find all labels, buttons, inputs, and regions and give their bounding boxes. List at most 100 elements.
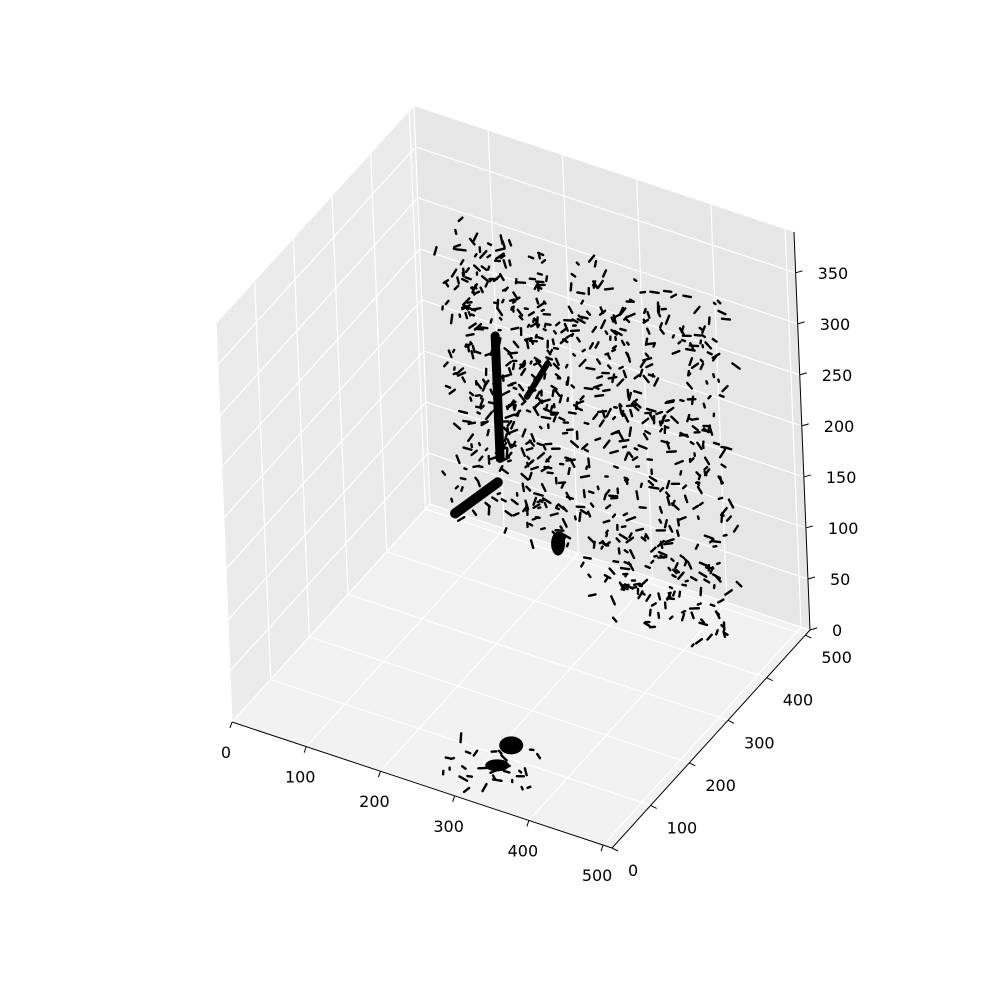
data-point [468,237,476,246]
data-point [484,280,489,288]
data-point [492,301,500,305]
data-point [645,593,652,602]
data-point [623,583,635,590]
data-point [616,378,625,387]
data-point [520,472,530,481]
data-point [497,749,503,756]
data-point [570,332,575,338]
data-point [611,415,617,421]
x-tick [600,844,604,852]
data-point [476,382,483,390]
data-point [602,439,611,449]
data-point [642,432,649,441]
data-point [526,455,531,461]
data-point [640,578,649,587]
data-point [460,486,464,492]
data-point [621,585,627,590]
data-point [608,567,616,575]
data-point [486,265,491,271]
z-tick [795,270,803,274]
data-point [664,419,670,423]
data-point [564,456,570,460]
data-point [596,375,604,380]
grid-line-y-left [254,281,272,680]
data-point [594,437,602,442]
data-point [617,430,624,441]
grid-line-y-left [292,238,310,637]
data-point [662,541,674,546]
data-point [593,385,600,391]
data-point [572,352,576,357]
data-point [479,286,484,294]
data-point [498,316,503,321]
data-point [622,369,628,379]
grid-line-z-back [421,299,802,427]
grid-line-y-left [408,111,426,510]
data-point [456,276,460,285]
data-point [518,315,524,321]
data-point [558,416,566,422]
data-point [681,583,688,587]
data-point [704,341,713,350]
data-point [505,360,512,367]
data-point [624,317,631,324]
data-point [537,254,542,260]
data-point [657,550,668,557]
data-point [657,611,661,620]
data-point [479,398,485,408]
data-point [494,247,506,252]
data-point [561,518,568,528]
data-point [476,411,481,415]
data-point [536,301,547,309]
data-point [519,363,524,369]
data-point [505,405,509,411]
data-point [545,275,549,283]
data-point [464,267,471,274]
data-point [554,373,562,379]
grid-line-x-floor [305,528,505,748]
data-point [489,456,497,461]
data-point [611,348,617,353]
data-point [621,445,628,449]
data-point [513,403,517,412]
data-point [540,398,551,403]
data-point [461,277,469,283]
data-point [643,307,647,315]
data-point [594,394,605,398]
data-point [535,359,543,369]
data-point [502,426,511,436]
data-point [679,431,690,438]
data-point [666,495,671,506]
grid-line-x-back [784,229,802,628]
data-point [696,481,700,487]
data-point [650,559,655,564]
data-point [536,272,544,276]
data-point [717,475,724,485]
data-point [610,316,615,323]
data-point [549,404,554,414]
data-point [567,305,574,315]
data-point [724,589,733,596]
z-tick [797,321,805,325]
data-point [538,425,543,430]
data-point [692,504,700,510]
data-point [596,279,604,290]
data-point [526,785,532,790]
data-point [585,465,589,471]
data-point [660,414,667,424]
data-point [462,297,471,306]
data-point [664,400,675,405]
grid-line-y-floor [425,508,806,636]
data-point [589,502,595,508]
data-point [647,373,656,378]
branch-mark [523,360,551,400]
data-point [627,561,635,572]
data-point [454,228,458,236]
data-point [727,498,735,509]
data-point [505,447,509,459]
y-tick-label: 200 [705,776,736,795]
data-point [698,501,704,507]
data-point [680,325,685,334]
data-point [641,417,650,425]
data-point [535,335,544,340]
